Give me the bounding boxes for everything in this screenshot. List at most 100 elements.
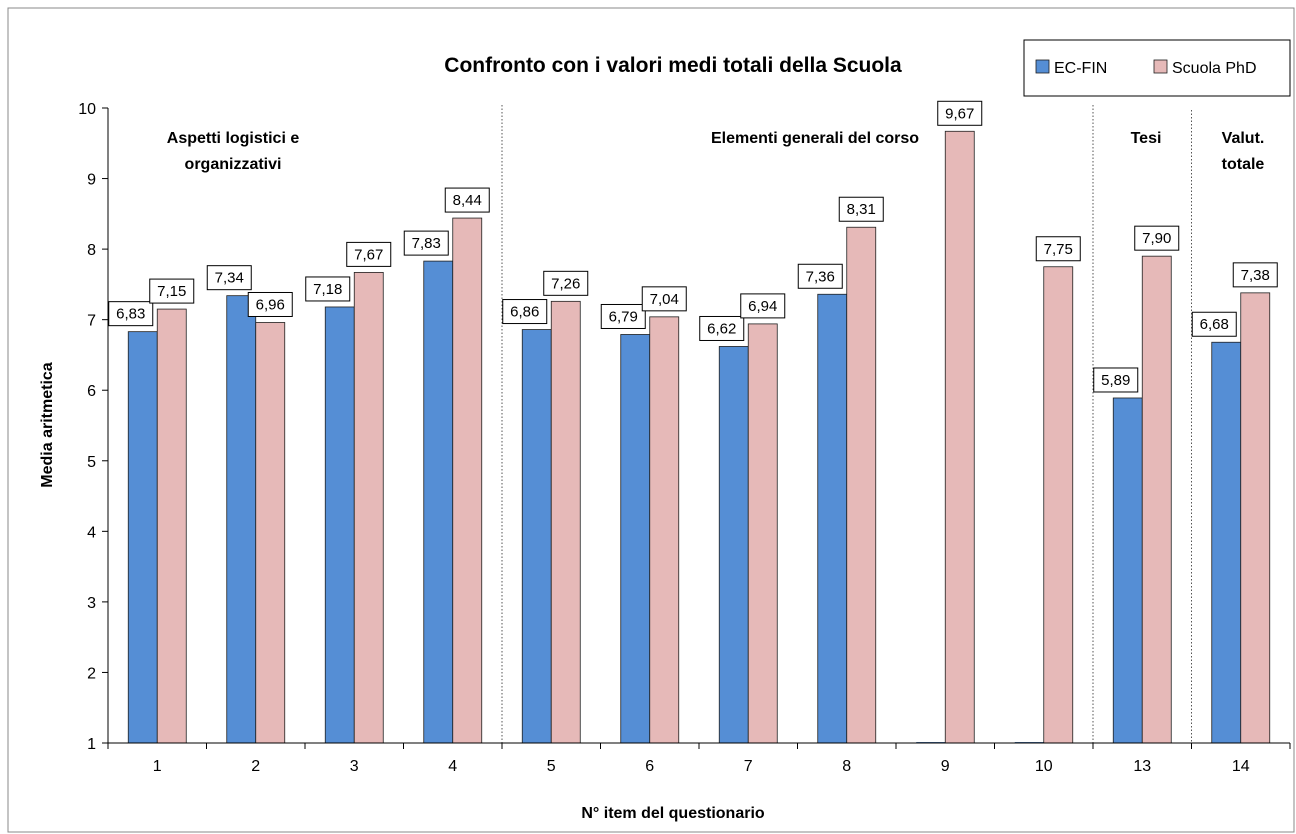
- x-tick-label-3: 3: [350, 758, 359, 775]
- x-tick-label-14: 14: [1232, 758, 1250, 775]
- x-tick-label-7: 7: [744, 758, 753, 775]
- y-axis-title: Media aritmetica: [39, 362, 56, 487]
- section-label-2-0: Tesi: [1131, 130, 1162, 147]
- data-label-0-1: 6,83: [116, 306, 145, 323]
- data-label-1-7: 6,94: [748, 298, 777, 315]
- data-label-box-1-14: [1232, 262, 1278, 288]
- bar-scuola-14: [1240, 292, 1271, 744]
- data-label-box-0-1: [108, 301, 154, 327]
- data-label-box-1-7: [740, 293, 786, 319]
- bar-scuola-10: [1043, 266, 1074, 744]
- data-label-box-0-6: [600, 303, 646, 329]
- legend-swatch-0: [1035, 59, 1050, 74]
- y-tick-label-6: 6: [87, 383, 96, 400]
- tick-labels: 1 2 3 4 5 6 7 8 9 10 13 14 1 2 3 4 5 6 7 8 9 10: [78, 101, 1250, 775]
- section-label-1-0: Elementi generali del corso: [711, 130, 919, 147]
- data-label-box-0-7: [699, 315, 745, 341]
- y-tick-label-4: 4: [87, 524, 96, 541]
- section-label-3-1: totale: [1222, 156, 1265, 173]
- data-label-box-1-10: [1035, 236, 1081, 262]
- axes: [102, 107, 1291, 749]
- data-label-box-0-5: [502, 299, 548, 325]
- x-tick-label-13: 13: [1133, 758, 1151, 775]
- data-label-1-1: 7,15: [157, 283, 186, 300]
- data-label-0-4: 7,83: [412, 235, 441, 252]
- data-label-box-1-3: [346, 241, 392, 267]
- section-labels: Aspetti logistici e organizzativi Elementi…: [167, 130, 1265, 173]
- data-label-0-2: 7,34: [215, 270, 244, 287]
- data-label-box-1-9: [937, 100, 983, 126]
- x-tick-label-9: 9: [941, 758, 950, 775]
- data-label-1-4: 8,44: [453, 192, 482, 209]
- y-tick-label-2: 2: [87, 665, 96, 682]
- bar-scuola-13: [1141, 255, 1172, 744]
- x-tick-label-2: 2: [251, 758, 260, 775]
- x-tick-label-5: 5: [547, 758, 556, 775]
- data-label-1-14: 7,38: [1241, 267, 1270, 284]
- bar-ecfin-14: [1211, 341, 1242, 744]
- x-tick-label-6: 6: [645, 758, 654, 775]
- data-label-0-3: 7,18: [313, 281, 342, 298]
- bar-scuola-5: [550, 300, 581, 744]
- bar-scuola-4: [452, 217, 483, 744]
- data-label-box-1-1: [149, 278, 195, 304]
- x-tick-label-8: 8: [842, 758, 851, 775]
- data-label-1-9: 9,67: [945, 105, 974, 122]
- data-label-box-1-2: [247, 291, 293, 317]
- y-tick-label-9: 9: [87, 172, 96, 189]
- legend-label-1: Scuola PhD: [1172, 60, 1257, 77]
- bar-ecfin-4: [423, 260, 454, 744]
- x-tick-label-4: 4: [448, 758, 457, 775]
- data-label-box-1-8: [838, 196, 884, 222]
- data-label-0-5: 6,86: [510, 304, 539, 321]
- bar-ecfin-13: [1112, 397, 1143, 744]
- bar-ecfin-7: [718, 346, 749, 744]
- legend: EC-FIN Scuola PhD: [1023, 39, 1291, 97]
- data-label-0-8: 7,36: [806, 268, 835, 285]
- data-label-1-5: 7,26: [551, 275, 580, 292]
- bar-ecfin-6: [620, 334, 651, 744]
- bar-scuola-2: [255, 322, 286, 744]
- legend-swatch-1: [1153, 59, 1168, 74]
- section-dividers: [501, 105, 1192, 743]
- data-label-1-6: 7,04: [650, 291, 679, 308]
- bar-ecfin-5: [521, 329, 552, 744]
- bar-scuola-6: [649, 316, 680, 744]
- data-label-box-1-13: [1134, 225, 1180, 251]
- data-label-1-2: 6,96: [256, 296, 285, 313]
- section-label-0-0: Aspetti logistici e: [167, 130, 300, 147]
- data-label-1-10: 7,75: [1044, 241, 1073, 258]
- data-label-1-13: 7,90: [1142, 230, 1171, 247]
- legend-label-0: EC-FIN: [1054, 60, 1107, 77]
- data-label-box-1-6: [641, 286, 687, 312]
- data-label-1-3: 7,67: [354, 246, 383, 263]
- y-tick-label-7: 7: [87, 313, 96, 330]
- bar-scuola-3: [353, 271, 384, 744]
- y-tick-label-3: 3: [87, 595, 96, 612]
- x-tick-label-1: 1: [153, 758, 162, 775]
- section-label-0-1: organizzativi: [185, 156, 282, 173]
- y-tick-label-1: 1: [87, 736, 96, 753]
- data-label-0-7: 6,62: [707, 320, 736, 337]
- bars: [127, 130, 1271, 744]
- data-labels: 6,83 7,15 7,34 6,96 7,18 7,67 7,83 8,44 6,86 7,26…: [108, 100, 1278, 393]
- bar-ecfin-3: [324, 306, 355, 744]
- data-label-0-13: 5,89: [1101, 372, 1130, 389]
- x-tick-label-10: 10: [1035, 758, 1053, 775]
- y-tick-label-8: 8: [87, 242, 96, 259]
- data-label-0-6: 6,79: [609, 308, 638, 325]
- data-label-box-0-8: [797, 263, 843, 289]
- data-label-1-8: 8,31: [847, 201, 876, 218]
- data-label-box-0-3: [305, 276, 351, 302]
- section-label-3-0: Valut.: [1222, 130, 1265, 147]
- data-label-box-0-2: [206, 265, 252, 291]
- bar-scuola-8: [846, 226, 877, 744]
- bar-ecfin-8: [817, 293, 848, 744]
- bar-scuola-9: [944, 130, 975, 744]
- bar-ecfin-2: [226, 295, 257, 744]
- bar-scuola-7: [747, 323, 778, 744]
- data-label-box-0-4: [403, 230, 449, 256]
- y-tick-label-10: 10: [78, 101, 96, 118]
